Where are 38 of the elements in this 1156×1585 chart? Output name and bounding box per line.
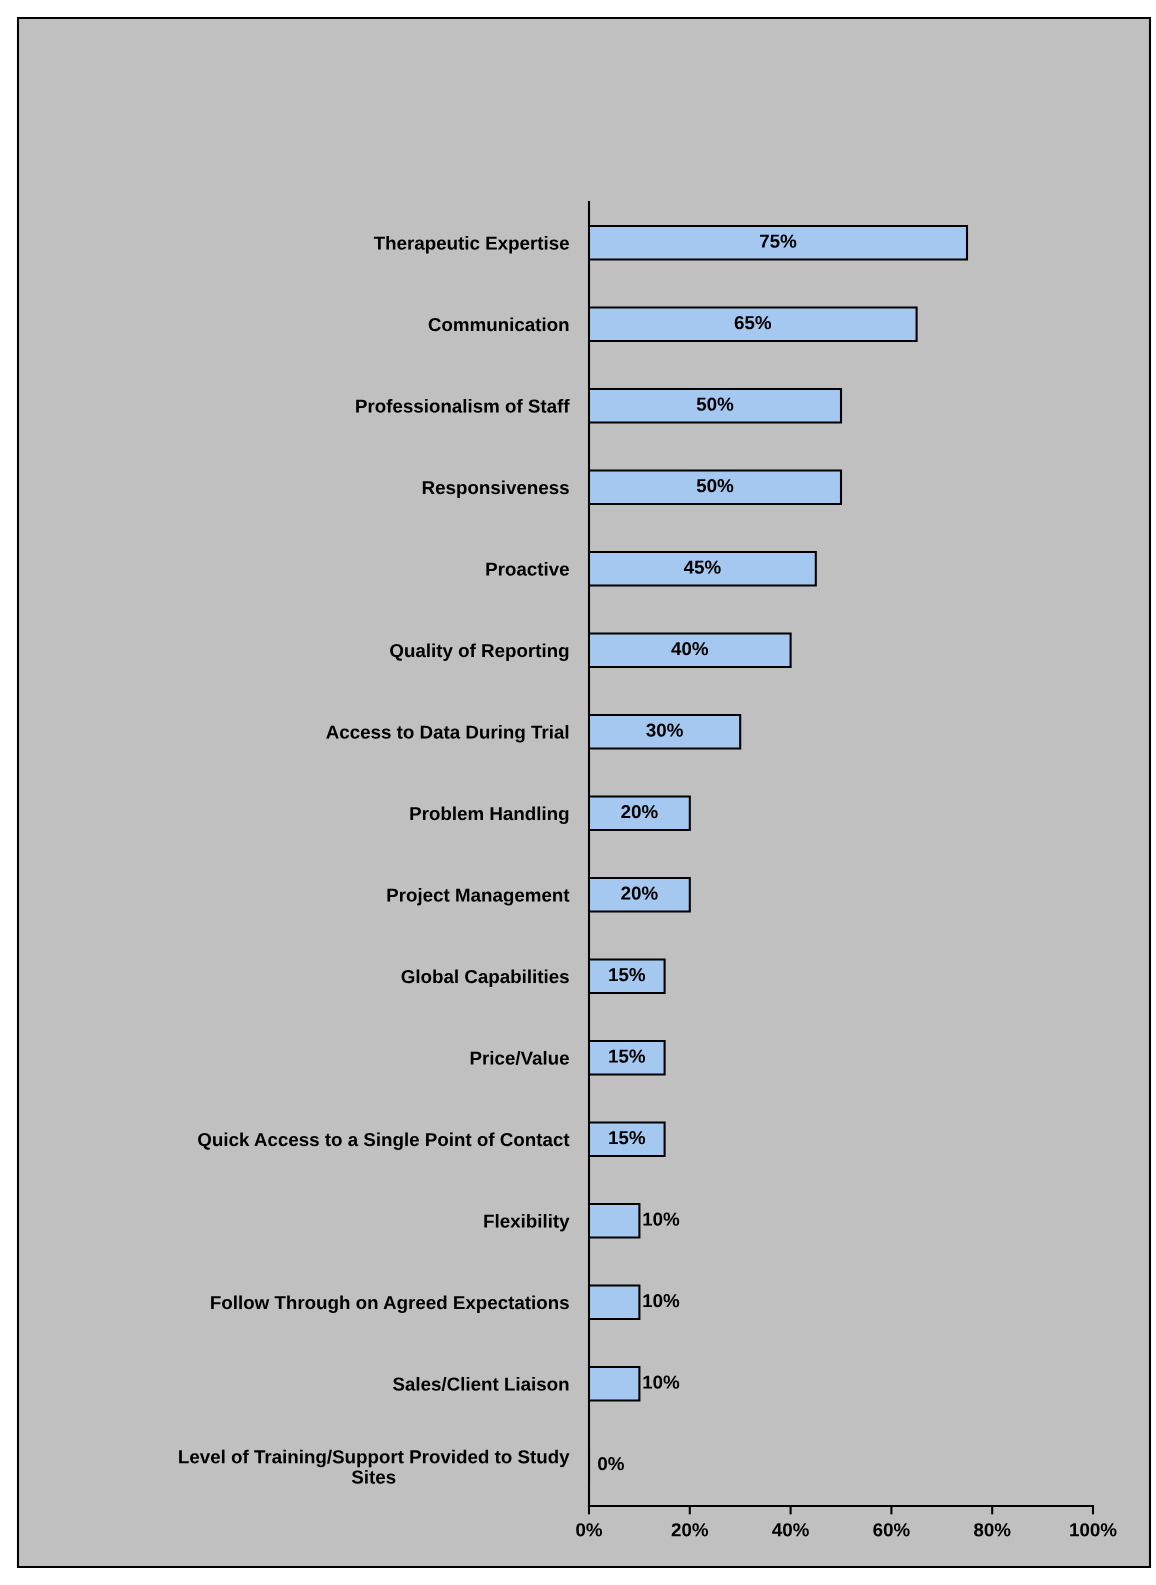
data-label: 10% bbox=[643, 1294, 680, 1308]
y-tick-label: Flexibility bbox=[484, 1213, 570, 1232]
data-label: 45% bbox=[683, 560, 721, 574]
x-tick-label: 100% bbox=[1070, 1523, 1117, 1537]
y-tick-label: Therapeutic Expertise bbox=[373, 235, 569, 254]
y-tick-label: Follow Through on Agreed Expectations bbox=[211, 1295, 569, 1314]
y-tick-label: Project Management bbox=[387, 887, 570, 906]
data-label: 15% bbox=[609, 1049, 646, 1063]
data-label: 0% bbox=[598, 1457, 624, 1471]
y-tick-label: Professionalism of Staff bbox=[356, 398, 570, 413]
y-tick-label: Quality of Reporting bbox=[390, 643, 569, 662]
y-tick-label: Access to Data During Trial bbox=[326, 724, 569, 743]
y-tick-label: Sales/Client Liaison bbox=[392, 1376, 569, 1391]
data-label: 40% bbox=[671, 642, 709, 656]
y-tick-label: Problem Handling bbox=[410, 806, 569, 825]
y-tick-label: Global Capabilities bbox=[401, 969, 569, 987]
data-label: 30% bbox=[646, 723, 683, 737]
y-tick-label: Quick Access to a Single Point of Contact bbox=[198, 1132, 570, 1151]
y-tick-label: Responsiveness bbox=[422, 480, 569, 498]
y-tick-label: Price/Value bbox=[470, 1050, 569, 1065]
data-label: 75% bbox=[760, 234, 797, 248]
y-tick-label: Proactive bbox=[486, 561, 569, 576]
data-label: 10% bbox=[643, 1212, 680, 1226]
data-label: 15% bbox=[609, 968, 646, 982]
data-label: 65% bbox=[734, 316, 772, 330]
x-tick-label: 60% bbox=[873, 1523, 910, 1537]
x-tick-label: 0% bbox=[576, 1523, 603, 1537]
data-label: 50% bbox=[696, 479, 734, 493]
y-tick-label: Level of Training/Support Provided to Study Sites bbox=[179, 1449, 570, 1484]
data-label: 20% bbox=[621, 805, 658, 819]
data-label: 15% bbox=[609, 1131, 646, 1145]
y-tick-label: Communication bbox=[428, 317, 569, 332]
data-label: 50% bbox=[696, 397, 734, 411]
x-tick-label: 40% bbox=[772, 1523, 809, 1537]
data-label: 10% bbox=[643, 1375, 680, 1389]
data-label: 20% bbox=[621, 886, 658, 900]
x-tick-label: 80% bbox=[974, 1523, 1011, 1537]
x-tick-label: 20% bbox=[671, 1523, 709, 1537]
